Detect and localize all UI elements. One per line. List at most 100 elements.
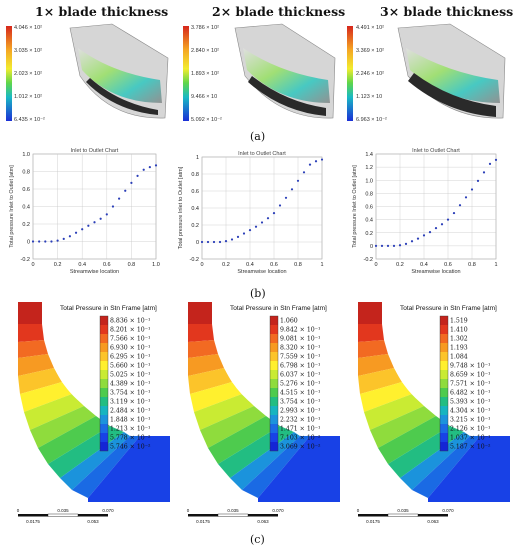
- legend-value: 1.302: [450, 336, 468, 343]
- y-tick-label: -0.2: [21, 257, 30, 263]
- data-point: [74, 231, 78, 234]
- contour-band: [188, 340, 218, 358]
- y-tick-label: 1: [196, 155, 199, 161]
- scale-bar-seg: [188, 514, 218, 517]
- data-point: [68, 235, 71, 238]
- legend-value: 5.778 × 10⁻²: [110, 435, 151, 442]
- legend-3x-0: 4.491 × 10²: [356, 25, 384, 31]
- x-axis-label: Streamwise location: [237, 269, 286, 275]
- data-point: [118, 197, 121, 200]
- contour-band: [18, 354, 54, 376]
- legend-swatch: [440, 352, 448, 361]
- data-point: [230, 238, 234, 241]
- legend-swatch: [440, 379, 448, 388]
- legend-value: 1.084: [450, 354, 468, 361]
- panel-label-a: (a): [250, 130, 266, 143]
- legend-value: 6.798 × 10⁻¹: [280, 363, 320, 370]
- data-point: [260, 221, 264, 224]
- y-axis-label: Total pressure Inlet to Outlet [atm]: [352, 165, 358, 248]
- legend-bar-3x: [347, 26, 353, 121]
- legend-2x-2: 1.893 × 10²: [191, 71, 219, 77]
- chart-title: Inlet to Outlet Chart: [71, 148, 119, 154]
- panel-b-charts: Inlet to Outlet Chart 0 0.2 0.4 0.6 0.8 1.0 -0.…: [9, 148, 498, 275]
- legend-value: 7.103 × 10⁻²: [280, 435, 321, 442]
- scale-label: 0.035: [227, 508, 239, 513]
- legend-1x-2: 2.023 × 10²: [14, 71, 42, 77]
- legend-value: 5.025 × 10⁻¹: [110, 372, 150, 379]
- legend-value: 6.482 × 10⁻¹: [450, 390, 490, 397]
- data-point: [212, 240, 216, 244]
- x-tick-label: 1: [320, 262, 323, 268]
- contour-band: [18, 368, 62, 394]
- legend-value: 3.754 × 10⁻¹: [110, 390, 150, 397]
- contour-band: [18, 340, 48, 358]
- contour-band: [18, 302, 42, 324]
- data-point: [124, 189, 127, 192]
- legend-value: 2.484 × 10⁻¹: [110, 408, 150, 415]
- data-point: [266, 217, 270, 220]
- scale-label: 0: [187, 508, 190, 513]
- legend-frame: [439, 315, 449, 452]
- data-point: [380, 244, 384, 247]
- data-point: [386, 244, 390, 247]
- scale-label: 0.063: [427, 519, 439, 524]
- contour-title: Total Pressure in Stn Frame [atm]: [400, 305, 497, 312]
- legend-value: 1.193: [450, 345, 468, 352]
- header-3x: 3× blade thickness: [380, 4, 514, 19]
- data-point: [218, 240, 222, 244]
- streamline-view-3x: 4.491 × 10² 3.369 × 10² 2.246 × 10² 1.12…: [347, 23, 506, 123]
- data-point: [308, 163, 312, 166]
- x-tick-label: 0.6: [103, 262, 111, 268]
- legend-bar-2x: [183, 26, 189, 121]
- contour-band: [72, 436, 140, 498]
- legend-value: 1.410: [450, 327, 468, 334]
- contour-band: [30, 406, 96, 448]
- legend-swatch: [270, 379, 278, 388]
- scale-label: 0.053: [87, 519, 99, 524]
- scale-label: 0.070: [102, 508, 114, 513]
- legend-2x-1: 2.840 × 10²: [191, 48, 219, 54]
- x-tick-label: 0.4: [420, 262, 428, 268]
- legend-swatch: [440, 406, 448, 415]
- legend-value: 3.069 × 10⁻²: [280, 444, 321, 451]
- y-tick-label: 0.6: [191, 189, 199, 195]
- data-point: [482, 171, 486, 174]
- scale-bar-seg: [217, 513, 249, 517]
- data-point: [374, 244, 378, 247]
- contour-band: [188, 324, 214, 342]
- legend-3x-4: 6.963 × 10⁻²: [356, 117, 387, 123]
- legend-value: 2.126 × 10⁻¹: [450, 426, 490, 433]
- legend-value: 5.276 × 10⁻¹: [280, 381, 320, 388]
- x-tick-label: 0.8: [294, 262, 302, 268]
- data-point: [278, 204, 282, 207]
- y-tick-label: 1.0: [365, 178, 373, 184]
- data-point: [206, 240, 210, 244]
- legend-value: 3.754 × 10⁻¹: [280, 399, 320, 406]
- legend-value: 3.119 × 10⁻¹: [110, 399, 150, 406]
- legend-swatch: [270, 352, 278, 361]
- scale-label: 0.035: [57, 508, 69, 513]
- data-point: [136, 174, 139, 177]
- contour-band: [370, 406, 436, 448]
- data-point: [314, 160, 318, 163]
- contour-title: Total Pressure in Stn Frame [atm]: [60, 305, 157, 312]
- data-point: [93, 221, 96, 224]
- y-tick-label: -0.2: [190, 257, 199, 263]
- legend-swatch: [440, 316, 448, 325]
- data-point: [111, 205, 115, 208]
- x-tick-label: 0.2: [222, 262, 230, 268]
- y-tick-label: 0.6: [365, 205, 373, 211]
- contour-plot-3: Total Pressure in Stn Frame [atm] 1.519 1.…: [357, 302, 510, 524]
- legend-3x-3: 1.123 × 10: [356, 94, 382, 100]
- blade-1x: [86, 78, 158, 115]
- data-point: [398, 244, 402, 247]
- data-point: [154, 164, 158, 167]
- data-point: [62, 237, 65, 240]
- contour-band: [188, 368, 232, 394]
- legend-swatch: [270, 442, 278, 451]
- data-point: [404, 242, 408, 246]
- contour-band: [208, 416, 280, 464]
- y-tick-label: 0.8: [191, 172, 199, 178]
- legend-value: 2.993 × 10⁻¹: [280, 408, 320, 415]
- contour-band: [24, 394, 84, 430]
